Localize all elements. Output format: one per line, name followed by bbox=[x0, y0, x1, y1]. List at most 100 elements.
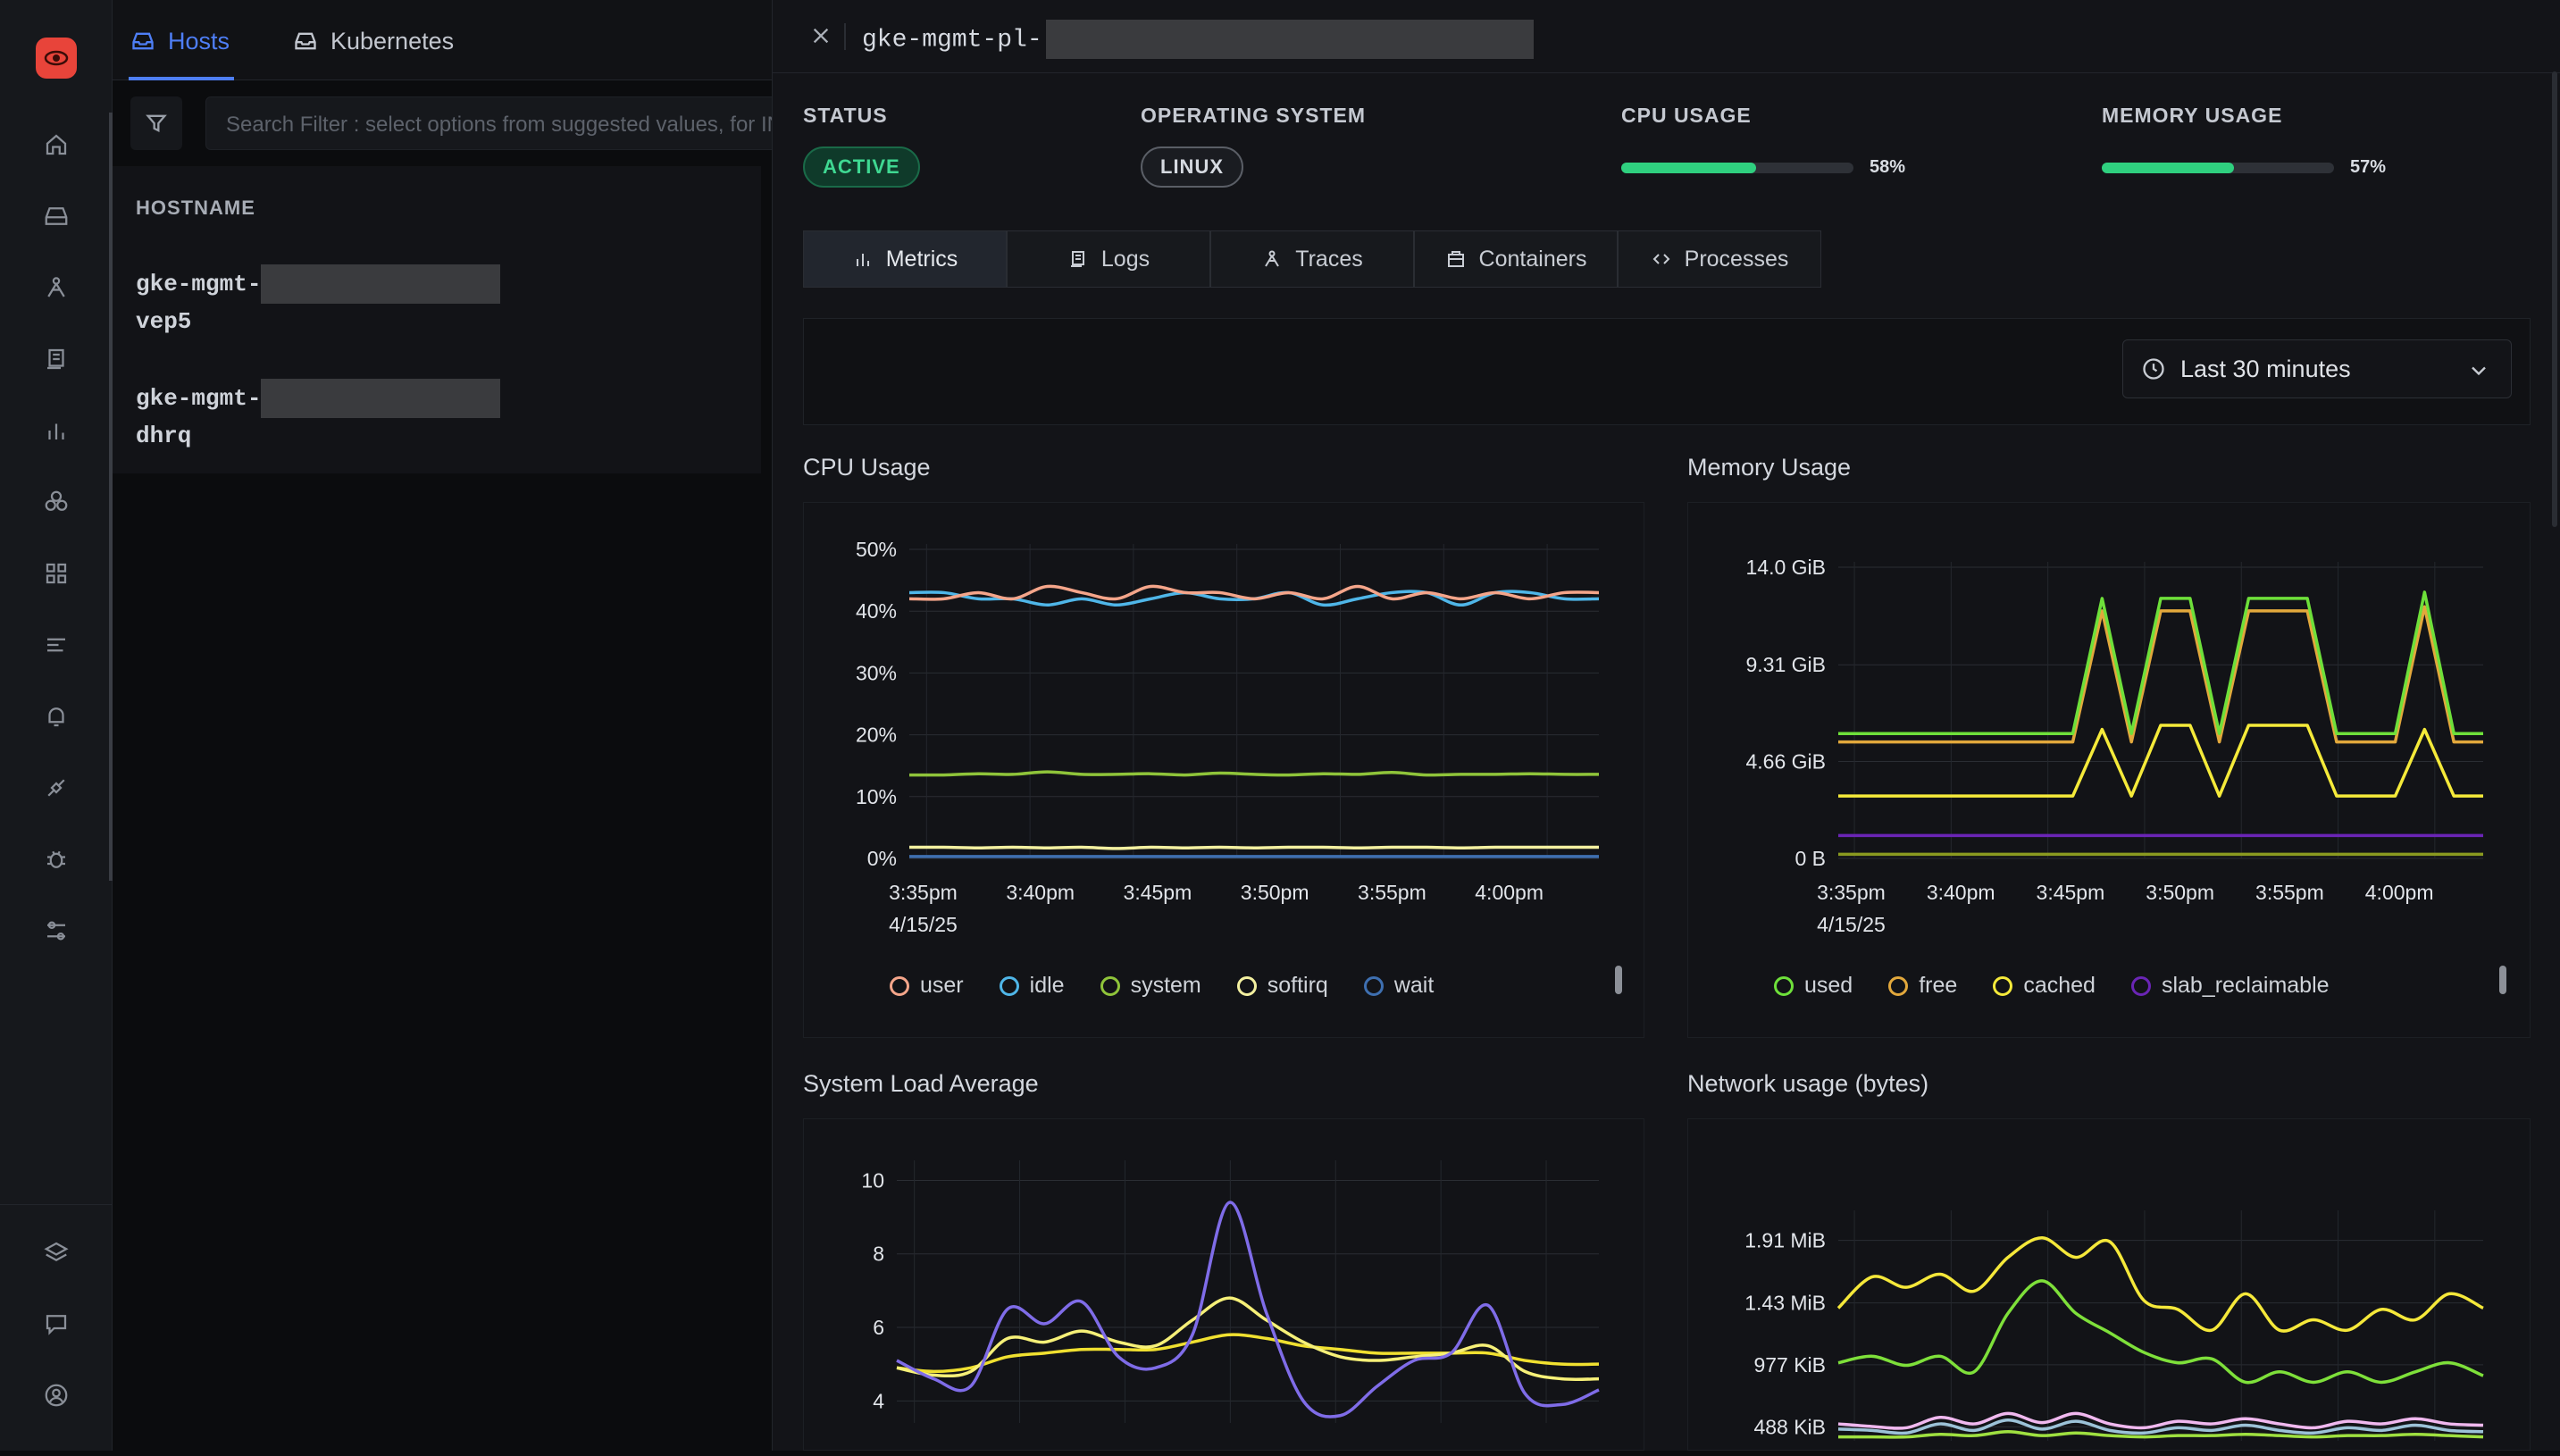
x-tick-label: 3:45pm bbox=[2037, 881, 2105, 904]
hosts-icon[interactable] bbox=[38, 198, 74, 234]
network-chart-svg: 1.91 MiB 1.43 MiB 977 KiB 488 KiB bbox=[1744, 1210, 2484, 1441]
filter-icon bbox=[146, 114, 167, 133]
metric-tabs: Metrics Logs Traces Containers Processes bbox=[803, 230, 1821, 288]
legend-item[interactable]: system bbox=[1100, 973, 1201, 999]
x-tick-label: 3:40pm bbox=[1006, 881, 1075, 904]
series-line bbox=[908, 770, 1600, 777]
clock-icon bbox=[2143, 358, 2164, 380]
y-tick-label: 9.31 GiB bbox=[1746, 653, 1827, 676]
legend-label: softirq bbox=[1267, 973, 1328, 998]
user-icon[interactable] bbox=[38, 1377, 74, 1413]
alerts-icon[interactable] bbox=[38, 699, 74, 734]
table-row[interactable]: gke-mgmt- vep5 bbox=[136, 264, 501, 339]
kubernetes-icon bbox=[295, 32, 316, 50]
legend-scrollbar[interactable] bbox=[2499, 966, 2506, 994]
close-icon bbox=[813, 28, 829, 44]
y-tick-label: 1.43 MiB bbox=[1744, 1292, 1826, 1315]
series-line bbox=[1838, 590, 2483, 736]
cpu-chart-title: CPU Usage bbox=[803, 454, 931, 481]
tab-hosts[interactable]: Hosts bbox=[130, 23, 230, 59]
legend-label: used bbox=[1804, 973, 1853, 998]
legend-item[interactable]: softirq bbox=[1236, 973, 1328, 999]
tab-metrics[interactable]: Metrics bbox=[803, 230, 1007, 288]
memory-chart-title: Memory Usage bbox=[1687, 454, 1852, 481]
y-tick-label: 40% bbox=[856, 599, 897, 623]
exceptions-icon[interactable] bbox=[38, 841, 74, 877]
tab-hosts-label: Hosts bbox=[168, 27, 230, 54]
metrics-icon[interactable] bbox=[38, 413, 74, 448]
close-button[interactable] bbox=[805, 20, 837, 52]
tab-kubernetes[interactable]: Kubernetes bbox=[293, 23, 454, 59]
memory-usage-percent: 57% bbox=[2350, 157, 2387, 177]
x-tick-label: 3:45pm bbox=[1124, 881, 1192, 904]
tab-logs[interactable]: Logs bbox=[1007, 230, 1210, 288]
tab-containers[interactable]: Containers bbox=[1414, 230, 1618, 288]
y-tick-label: 50% bbox=[856, 538, 897, 561]
dashboards-icon[interactable] bbox=[38, 556, 74, 591]
memory-usage-label: MEMORY USAGE bbox=[2102, 104, 2283, 127]
layers-icon[interactable] bbox=[38, 1234, 74, 1270]
infra-icon[interactable] bbox=[38, 484, 74, 520]
header-divider bbox=[844, 23, 846, 50]
status-label: STATUS bbox=[803, 104, 888, 127]
series-line bbox=[1838, 724, 2483, 798]
series-line bbox=[1838, 605, 2483, 744]
network-chart-title: Network usage (bytes) bbox=[1687, 1070, 1929, 1097]
legend-scrollbar[interactable] bbox=[1615, 966, 1622, 994]
filter-row: Search Filter : select options from sugg… bbox=[113, 93, 866, 157]
tab-traces[interactable]: Traces bbox=[1210, 230, 1414, 288]
tab-processes-label: Processes bbox=[1684, 246, 1789, 272]
drawer-scrollbar[interactable] bbox=[2552, 71, 2557, 527]
table-row[interactable]: gke-mgmt- dhrq bbox=[136, 379, 501, 454]
x-tick-label: 4:00pm bbox=[2365, 881, 2434, 904]
tab-active-indicator bbox=[129, 77, 234, 80]
settings-icon[interactable] bbox=[38, 913, 74, 949]
x-tick-label: 3:50pm bbox=[2146, 881, 2214, 904]
legend-dot-icon bbox=[1888, 975, 1909, 996]
x-tick-label: 3:55pm bbox=[2255, 881, 2324, 904]
time-range-select[interactable]: Last 30 minutes bbox=[2122, 339, 2512, 398]
host-detail-drawer: gke-mgmt-pl- STATUS ACTIVE OPERATING SYS… bbox=[772, 0, 2560, 1451]
x-tick-label: 3:35pm bbox=[889, 881, 958, 904]
chat-icon[interactable] bbox=[38, 1306, 74, 1342]
drawer-header: gke-mgmt-pl- bbox=[773, 0, 2560, 73]
y-tick-label: 4 bbox=[873, 1389, 884, 1412]
legend-dot-icon bbox=[1774, 975, 1794, 996]
series-line bbox=[1837, 1430, 2484, 1439]
memory-chart-svg: 14.0 GiB 9.31 GiB 4.66 GiB 0 B 3:35pm 3:40pm 3… bbox=[1746, 556, 2483, 936]
series-line bbox=[896, 1201, 1600, 1418]
legend-item[interactable]: idle bbox=[999, 973, 1065, 999]
traces-icon[interactable] bbox=[38, 270, 74, 305]
tab-logs-label: Logs bbox=[1100, 246, 1150, 272]
hostname-suffix: vep5 bbox=[136, 308, 192, 335]
y-tick-label: 14.0 GiB bbox=[1746, 556, 1827, 579]
tab-kubernetes-label: Kubernetes bbox=[330, 27, 455, 54]
legend-dot-icon bbox=[1363, 975, 1384, 996]
logo-eye-icon[interactable] bbox=[36, 38, 77, 79]
legend-item[interactable]: used bbox=[1774, 973, 1853, 999]
legend-label: slab_reclaimable bbox=[2161, 973, 2330, 998]
legend-label: idle bbox=[1029, 973, 1065, 998]
y-tick-label: 0 B bbox=[1795, 847, 1826, 870]
search-input[interactable]: Search Filter : select options from sugg… bbox=[205, 96, 866, 150]
legend-item[interactable]: free bbox=[1888, 973, 1957, 999]
cpu-chart-svg: 50% 40% 30% 20% 10% 0% 3:35pm 3:40pm 3:45pm 3:50p… bbox=[856, 538, 1600, 936]
legend-item[interactable]: wait bbox=[1363, 973, 1435, 999]
filter-button[interactable] bbox=[130, 96, 182, 150]
pane-scrollbar[interactable] bbox=[109, 113, 113, 881]
legend-item[interactable]: cached bbox=[1993, 973, 2096, 999]
tab-processes[interactable]: Processes bbox=[1618, 230, 1821, 288]
y-tick-label: 10 bbox=[861, 1168, 884, 1192]
os-badge: LINUX bbox=[1141, 146, 1243, 188]
legend-label: wait bbox=[1393, 973, 1435, 998]
legend-dot-icon bbox=[1100, 975, 1120, 996]
y-tick-label: 8 bbox=[873, 1243, 884, 1266]
legend-item[interactable]: user bbox=[890, 973, 964, 999]
y-tick-label: 10% bbox=[856, 785, 897, 808]
services-icon[interactable] bbox=[38, 627, 74, 663]
cpu-usage-fill bbox=[1621, 163, 1756, 173]
legend-item[interactable]: slab_reclaimable bbox=[2130, 973, 2330, 999]
home-icon[interactable] bbox=[38, 127, 74, 163]
logs-icon[interactable] bbox=[38, 341, 74, 377]
integrations-icon[interactable] bbox=[38, 770, 74, 806]
